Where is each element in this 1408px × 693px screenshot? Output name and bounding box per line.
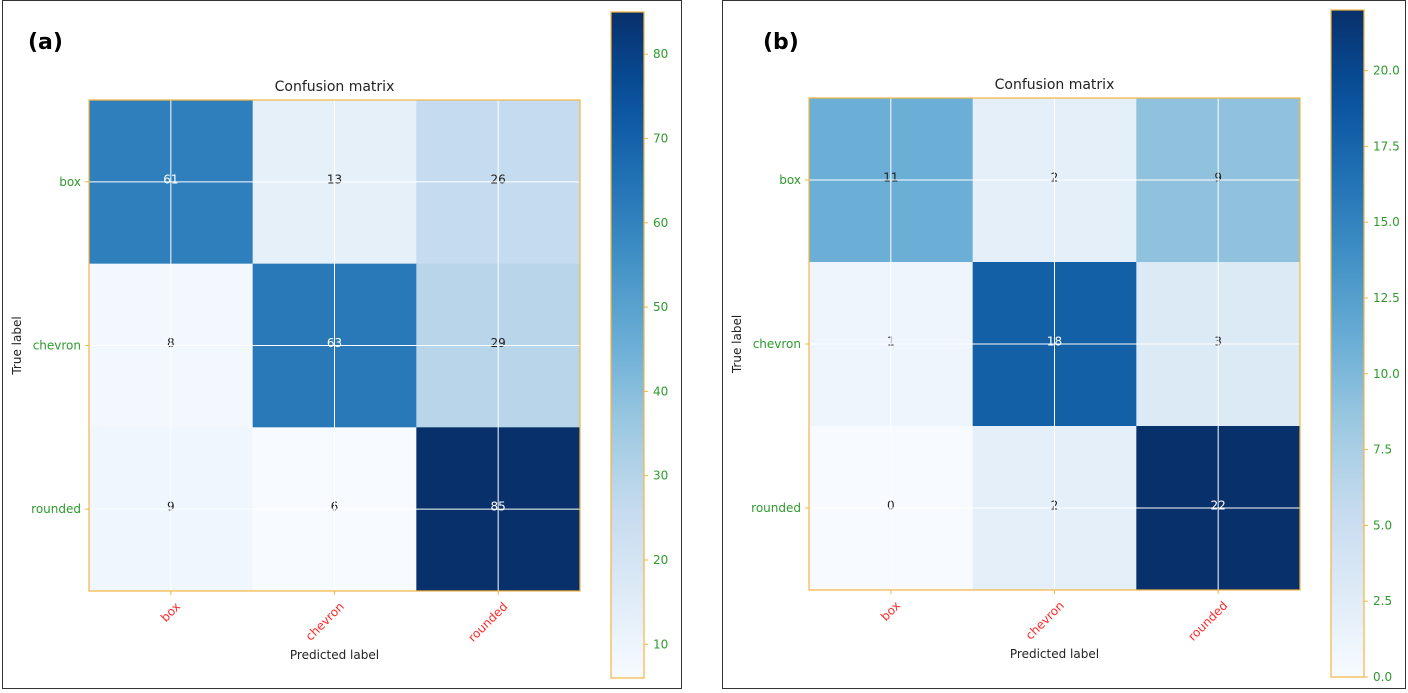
chart-title: Confusion matrix — [995, 77, 1115, 93]
y-tick-label: rounded — [751, 501, 801, 515]
colorbar-tick-label: 0.0 — [1373, 670, 1392, 684]
panel-label: (a) — [28, 30, 63, 55]
colorbar — [610, 11, 645, 679]
colorbar-tick-label: 17.5 — [1373, 139, 1400, 153]
x-axis-label: Predicted label — [290, 648, 379, 662]
x-tick-label: box — [158, 599, 183, 624]
colorbar-tick-label: 7.5 — [1373, 443, 1392, 457]
x-tick-label: rounded — [465, 599, 510, 644]
colorbar-tick-label: 50 — [653, 300, 668, 314]
y-axis-label: True label — [730, 315, 744, 374]
y-tick-label: box — [59, 175, 81, 189]
confusion-matrix-chart-a: (a)Confusion matrix611326863299685boxche… — [10, 11, 668, 679]
colorbar-tick-label: 5.0 — [1373, 518, 1392, 532]
colorbar-tick-label: 30 — [653, 469, 668, 483]
panel-label: (b) — [763, 30, 799, 55]
chart-title: Confusion matrix — [275, 79, 395, 95]
x-tick-label: box — [878, 598, 903, 623]
colorbar-tick-label: 40 — [653, 384, 668, 398]
colorbar-tick-label: 80 — [653, 47, 668, 61]
x-axis-label: Predicted label — [1010, 647, 1099, 661]
colorbar-tick-label: 2.5 — [1373, 594, 1392, 608]
y-tick-label: box — [779, 173, 801, 187]
colorbar-tick-label: 10 — [653, 637, 668, 651]
y-tick-label: chevron — [753, 337, 801, 351]
colorbar-tick-label: 70 — [653, 131, 668, 145]
x-tick-label: rounded — [1185, 598, 1230, 643]
confusion-matrix-panel-b: (b)Confusion matrix112911830222boxchevro… — [722, 0, 1406, 689]
x-tick-label: chevron — [303, 599, 347, 643]
colorbar-tick-label: 12.5 — [1373, 291, 1400, 305]
y-tick-label: chevron — [33, 339, 81, 353]
colorbar — [1330, 9, 1365, 678]
colorbar-tick-label: 20.0 — [1373, 64, 1400, 78]
confusion-matrix-panel-a: (a)Confusion matrix611326863299685boxche… — [2, 0, 682, 689]
y-tick-label: rounded — [31, 502, 81, 516]
colorbar-tick-label: 15.0 — [1373, 215, 1400, 229]
x-tick-label: chevron — [1023, 598, 1067, 642]
colorbar-tick-label: 20 — [653, 553, 668, 567]
confusion-matrix-chart-b: (b)Confusion matrix112911830222boxchevro… — [730, 9, 1400, 684]
y-axis-label: True label — [10, 316, 24, 375]
colorbar-tick-label: 60 — [653, 216, 668, 230]
colorbar-tick-label: 10.0 — [1373, 367, 1400, 381]
